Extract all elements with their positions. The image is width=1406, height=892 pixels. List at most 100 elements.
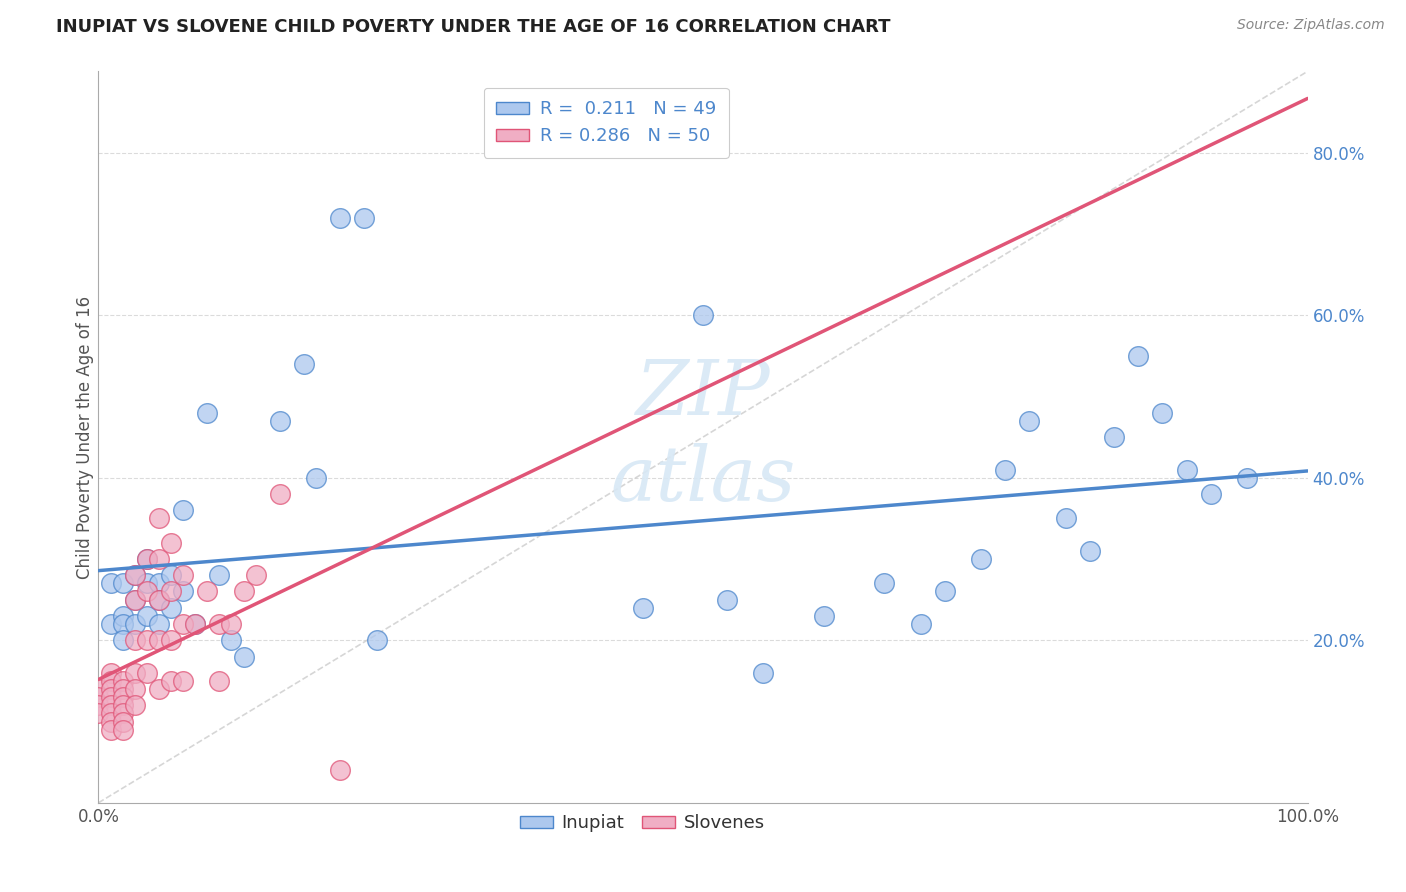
Point	[87, 690, 110, 705]
Point	[124, 665, 146, 680]
Point	[111, 698, 134, 713]
Point	[1152, 406, 1174, 420]
Point	[195, 406, 218, 420]
Point	[208, 617, 231, 632]
Point	[232, 584, 254, 599]
Point	[111, 633, 134, 648]
Point	[111, 617, 134, 632]
Point	[87, 698, 110, 713]
Point	[329, 764, 352, 778]
Point	[172, 568, 194, 582]
Point	[100, 681, 122, 696]
Point	[269, 414, 291, 428]
Point	[970, 552, 993, 566]
Text: INUPIAT VS SLOVENE CHILD POVERTY UNDER THE AGE OF 16 CORRELATION CHART: INUPIAT VS SLOVENE CHILD POVERTY UNDER T…	[56, 18, 891, 36]
Point	[232, 649, 254, 664]
Point	[100, 714, 122, 729]
Point	[148, 592, 170, 607]
Point	[631, 600, 654, 615]
Point	[111, 706, 134, 721]
Point	[873, 576, 896, 591]
Point	[172, 617, 194, 632]
Point	[148, 617, 170, 632]
Point	[184, 617, 207, 632]
Point	[124, 617, 146, 632]
Point	[1018, 414, 1040, 428]
Point	[100, 723, 122, 737]
Point	[1175, 462, 1198, 476]
Point	[692, 308, 714, 322]
Point	[124, 633, 146, 648]
Legend: Inupiat, Slovenes: Inupiat, Slovenes	[508, 802, 778, 845]
Point	[124, 592, 146, 607]
Point	[329, 211, 352, 225]
Point	[135, 665, 157, 680]
Point	[221, 617, 243, 632]
Point	[245, 568, 267, 582]
Point	[111, 681, 134, 696]
Point	[172, 584, 194, 599]
Point	[716, 592, 738, 607]
Point	[100, 690, 122, 705]
Point	[208, 673, 231, 688]
Point	[100, 576, 122, 591]
Point	[148, 592, 170, 607]
Point	[1102, 430, 1125, 444]
Point	[100, 706, 122, 721]
Point	[1199, 487, 1222, 501]
Point	[172, 503, 194, 517]
Point	[160, 535, 183, 549]
Text: Source: ZipAtlas.com: Source: ZipAtlas.com	[1237, 18, 1385, 32]
Point	[111, 690, 134, 705]
Point	[305, 471, 328, 485]
Point	[135, 633, 157, 648]
Point	[172, 673, 194, 688]
Point	[148, 576, 170, 591]
Point	[100, 673, 122, 688]
Point	[292, 357, 315, 371]
Point	[1128, 349, 1150, 363]
Point	[366, 633, 388, 648]
Point	[148, 633, 170, 648]
Point	[100, 617, 122, 632]
Point	[160, 600, 183, 615]
Point	[111, 673, 134, 688]
Point	[934, 584, 956, 599]
Point	[135, 608, 157, 623]
Point	[1078, 544, 1101, 558]
Point	[1054, 511, 1077, 525]
Point	[1236, 471, 1258, 485]
Point	[87, 681, 110, 696]
Point	[813, 608, 835, 623]
Point	[124, 568, 146, 582]
Point	[111, 608, 134, 623]
Point	[221, 633, 243, 648]
Point	[353, 211, 375, 225]
Point	[994, 462, 1017, 476]
Point	[135, 576, 157, 591]
Point	[124, 698, 146, 713]
Point	[269, 487, 291, 501]
Point	[160, 633, 183, 648]
Point	[752, 665, 775, 680]
Point	[195, 584, 218, 599]
Point	[148, 552, 170, 566]
Point	[100, 665, 122, 680]
Point	[208, 568, 231, 582]
Text: ZIP
atlas: ZIP atlas	[610, 358, 796, 516]
Point	[135, 584, 157, 599]
Point	[184, 617, 207, 632]
Point	[124, 592, 146, 607]
Point	[87, 706, 110, 721]
Point	[135, 552, 157, 566]
Point	[160, 673, 183, 688]
Point	[111, 714, 134, 729]
Point	[111, 723, 134, 737]
Point	[910, 617, 932, 632]
Point	[135, 552, 157, 566]
Point	[160, 584, 183, 599]
Point	[160, 568, 183, 582]
Y-axis label: Child Poverty Under the Age of 16: Child Poverty Under the Age of 16	[76, 295, 94, 579]
Point	[148, 511, 170, 525]
Point	[111, 576, 134, 591]
